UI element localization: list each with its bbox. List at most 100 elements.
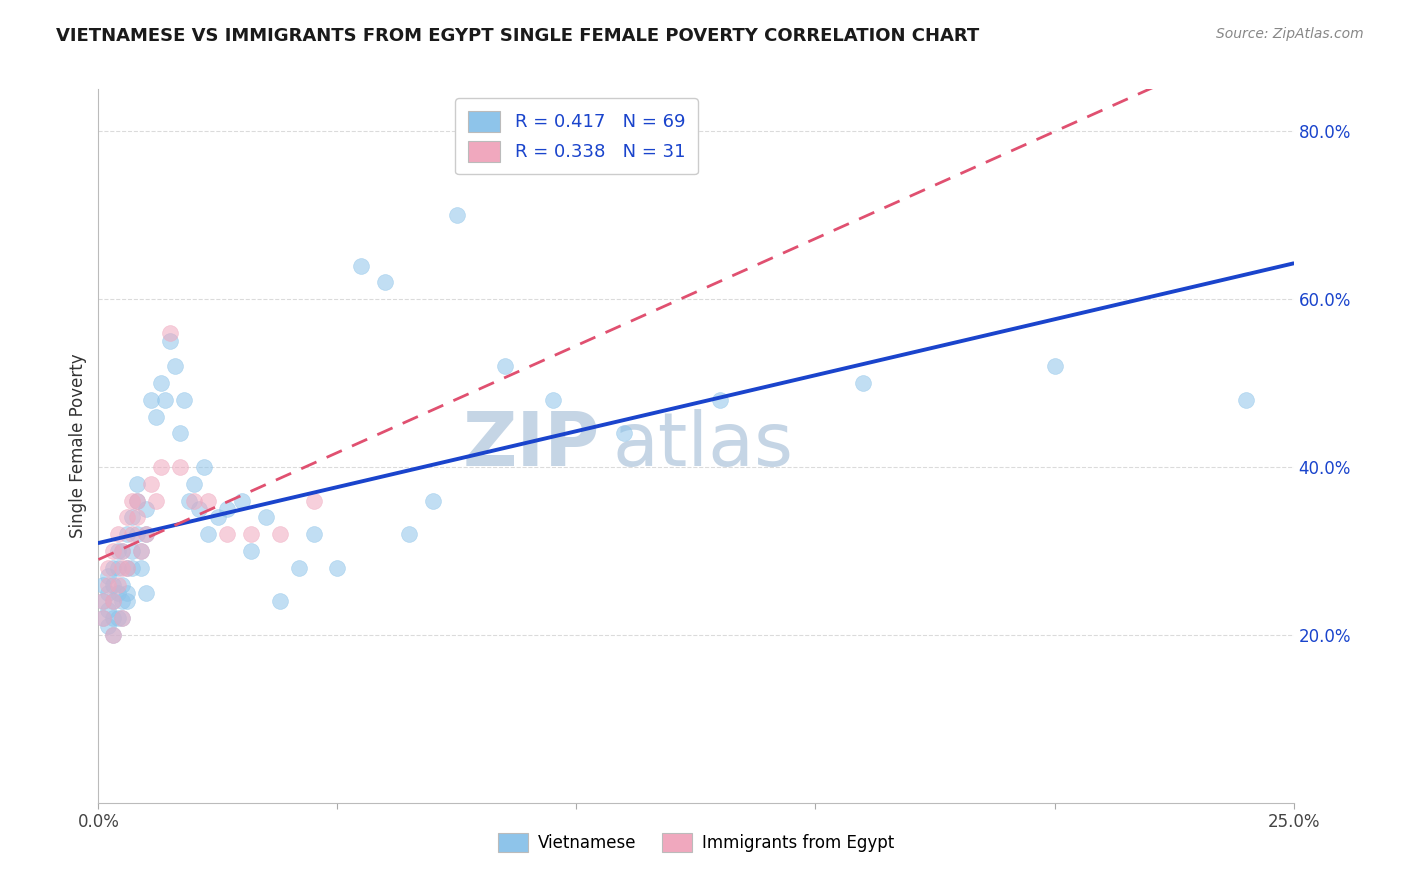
Point bbox=[135, 527, 157, 541]
Point bbox=[101, 560, 124, 574]
Point bbox=[91, 594, 114, 608]
Point bbox=[91, 611, 114, 625]
Point bbox=[101, 594, 124, 608]
Text: Source: ZipAtlas.com: Source: ZipAtlas.com bbox=[1216, 27, 1364, 41]
Point bbox=[1043, 359, 1066, 374]
Point bbox=[149, 460, 172, 475]
Point bbox=[135, 586, 157, 600]
Point bbox=[183, 476, 205, 491]
Point bbox=[240, 544, 263, 558]
Point bbox=[97, 560, 120, 574]
Point bbox=[115, 560, 138, 574]
Point bbox=[91, 611, 114, 625]
Point bbox=[135, 502, 157, 516]
Point bbox=[217, 527, 239, 541]
Point bbox=[173, 392, 195, 407]
Point bbox=[107, 586, 129, 600]
Point bbox=[155, 392, 177, 407]
Point bbox=[97, 619, 120, 633]
Point bbox=[149, 376, 172, 390]
Point bbox=[111, 611, 134, 625]
Point bbox=[101, 611, 124, 625]
Point bbox=[207, 510, 229, 524]
Point bbox=[111, 611, 134, 625]
Point bbox=[288, 560, 311, 574]
Point bbox=[125, 527, 148, 541]
Point bbox=[115, 586, 138, 600]
Point bbox=[111, 560, 134, 574]
Point bbox=[125, 476, 148, 491]
Point bbox=[107, 560, 129, 574]
Point bbox=[183, 493, 205, 508]
Point bbox=[111, 544, 134, 558]
Point bbox=[541, 392, 564, 407]
Point bbox=[159, 334, 181, 348]
Point bbox=[169, 460, 191, 475]
Point bbox=[91, 594, 114, 608]
Point bbox=[111, 594, 134, 608]
Y-axis label: Single Female Poverty: Single Female Poverty bbox=[69, 354, 87, 538]
Point bbox=[852, 376, 875, 390]
Point bbox=[91, 577, 114, 591]
Point bbox=[131, 544, 153, 558]
Point bbox=[101, 628, 124, 642]
Point bbox=[302, 493, 325, 508]
Point bbox=[97, 577, 120, 591]
Point bbox=[121, 493, 143, 508]
Point bbox=[422, 493, 444, 508]
Point bbox=[254, 510, 277, 524]
Point bbox=[139, 392, 162, 407]
Point bbox=[217, 502, 239, 516]
Text: ZIP: ZIP bbox=[463, 409, 600, 483]
Point bbox=[115, 510, 138, 524]
Point bbox=[121, 544, 143, 558]
Point bbox=[179, 493, 201, 508]
Text: VIETNAMESE VS IMMIGRANTS FROM EGYPT SINGLE FEMALE POVERTY CORRELATION CHART: VIETNAMESE VS IMMIGRANTS FROM EGYPT SING… bbox=[56, 27, 980, 45]
Point bbox=[326, 560, 349, 574]
Point bbox=[187, 502, 209, 516]
Point bbox=[169, 426, 191, 441]
Point bbox=[115, 594, 138, 608]
Point bbox=[101, 594, 124, 608]
Point bbox=[374, 275, 396, 289]
Point bbox=[111, 544, 134, 558]
Point bbox=[1234, 392, 1257, 407]
Point bbox=[145, 409, 167, 424]
Point bbox=[240, 527, 263, 541]
Point bbox=[131, 560, 153, 574]
Point bbox=[709, 392, 731, 407]
Point bbox=[350, 259, 373, 273]
Point bbox=[97, 569, 120, 583]
Point bbox=[494, 359, 516, 374]
Point bbox=[302, 527, 325, 541]
Point bbox=[159, 326, 181, 340]
Point bbox=[145, 493, 167, 508]
Point bbox=[107, 527, 129, 541]
Point bbox=[101, 544, 124, 558]
Point bbox=[135, 527, 157, 541]
Point bbox=[101, 628, 124, 642]
Point bbox=[163, 359, 186, 374]
Point bbox=[101, 577, 124, 591]
Point bbox=[107, 611, 129, 625]
Point bbox=[398, 527, 420, 541]
Point bbox=[197, 493, 219, 508]
Point bbox=[121, 560, 143, 574]
Point bbox=[97, 586, 120, 600]
Legend: Vietnamese, Immigrants from Egypt: Vietnamese, Immigrants from Egypt bbox=[492, 826, 900, 859]
Point bbox=[446, 208, 468, 222]
Point bbox=[125, 493, 148, 508]
Point bbox=[125, 510, 148, 524]
Point bbox=[269, 594, 291, 608]
Point bbox=[197, 527, 219, 541]
Point bbox=[107, 544, 129, 558]
Point bbox=[269, 527, 291, 541]
Point bbox=[139, 476, 162, 491]
Point bbox=[115, 560, 138, 574]
Point bbox=[193, 460, 215, 475]
Point bbox=[121, 527, 143, 541]
Point bbox=[613, 426, 636, 441]
Point bbox=[131, 544, 153, 558]
Point bbox=[97, 603, 120, 617]
Point bbox=[111, 577, 134, 591]
